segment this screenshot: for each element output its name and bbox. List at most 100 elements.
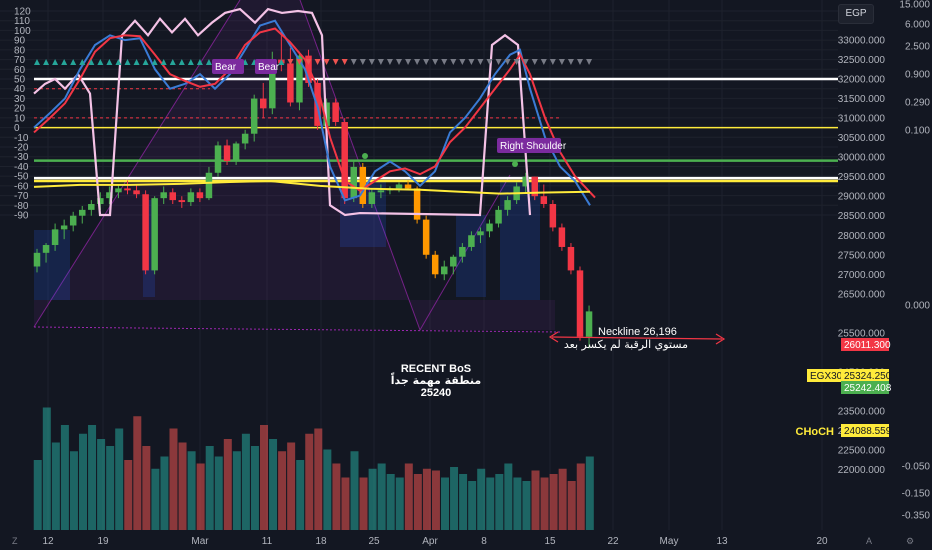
left-axis-tick: -70 — [14, 191, 29, 202]
trend-line — [33, 180, 591, 195]
settings-icon[interactable]: ⚙ — [906, 536, 915, 546]
price-axis-tick: 29000.000 — [838, 192, 886, 203]
candle-body — [368, 192, 376, 205]
x-axis-tick: 19 — [97, 536, 109, 547]
candle-body — [187, 192, 195, 203]
volume-bar — [513, 477, 522, 530]
bos-title: RECENT BoS — [401, 363, 471, 375]
signal-triangle — [432, 59, 439, 65]
left-axis-tick: 80 — [14, 45, 26, 56]
volume-bars — [33, 407, 594, 530]
left-axis-tick: -80 — [14, 201, 29, 212]
signal-triangle — [486, 59, 493, 65]
osc-axis-tick: 0.100 — [905, 126, 930, 137]
signal-triangle — [495, 59, 502, 65]
signal-triangle — [196, 59, 203, 65]
candle-body — [60, 225, 68, 230]
signal-dot — [512, 161, 518, 167]
signal-triangle — [178, 59, 185, 65]
price-tag-box — [841, 338, 889, 351]
volume-bar — [69, 451, 78, 530]
a-icon[interactable]: A — [866, 536, 873, 546]
volume-bar — [422, 468, 431, 530]
volume-bar — [269, 439, 278, 530]
candle-body — [214, 145, 222, 173]
volume-bar — [60, 425, 69, 530]
signal-triangle — [124, 59, 131, 65]
osc-axis-tick: -0.350 — [902, 511, 931, 522]
signal-triangle — [88, 59, 95, 65]
candle-body — [160, 192, 167, 199]
signal-triangle — [468, 59, 475, 65]
volume-bar — [359, 477, 368, 530]
signal-triangle — [396, 59, 402, 65]
volume-bar — [260, 425, 268, 530]
x-axis-tick: 22 — [607, 536, 619, 547]
price-axis-tick: 32500.000 — [838, 55, 886, 66]
bos-arabic-label: منطقة مهمة جداً — [391, 372, 481, 387]
left-axis-tick: 10 — [14, 113, 26, 124]
candle-body — [395, 184, 403, 189]
x-axis-tick: 15 — [544, 536, 556, 547]
volume-bar — [431, 470, 440, 530]
candle-body — [88, 204, 95, 210]
signal-triangle — [359, 59, 366, 65]
signal-triangle — [558, 59, 565, 65]
symbol-tag-box — [807, 369, 841, 382]
neckline-arrow-left — [548, 331, 559, 343]
signal-triangle — [314, 59, 321, 65]
x-axis-tick: 20 — [816, 536, 828, 547]
price-tag-value: 25324.250 — [844, 371, 892, 382]
volume-bar — [151, 468, 160, 530]
osc-axis-tick: 6.000 — [905, 20, 930, 31]
x-axis-tick: Apr — [422, 536, 438, 547]
indicator-lines — [33, 7, 596, 217]
signal-triangle — [115, 59, 122, 65]
price-tag-box — [841, 381, 889, 394]
bear-label-box-2 — [255, 59, 277, 74]
signal-triangle — [296, 59, 303, 65]
price-axis-tick: 22500.000 — [838, 446, 886, 457]
volume-bar — [314, 428, 323, 530]
volume-bar — [88, 425, 97, 530]
candle-body — [359, 166, 367, 205]
volume-bar — [459, 474, 468, 530]
volume-bar — [97, 439, 106, 530]
candle-body — [232, 143, 240, 162]
left-axis-tick: -90 — [14, 211, 29, 222]
signal-triangle — [386, 59, 393, 65]
volume-bar — [133, 416, 142, 530]
volume-bar — [241, 433, 250, 530]
volume-bar — [531, 470, 540, 530]
candle-body — [79, 209, 86, 216]
candle-body — [522, 176, 529, 187]
x-axis-tick: 8 — [481, 536, 487, 547]
z-icon[interactable]: Z — [12, 536, 18, 546]
candle-body — [241, 133, 249, 144]
signal-triangle — [133, 59, 140, 65]
price-axis-tick: 33000.000 — [838, 36, 886, 47]
volume-bar — [169, 428, 178, 530]
volume-bar — [585, 456, 594, 530]
price-tag-box — [841, 369, 889, 382]
signal-triangle — [567, 59, 574, 65]
currency-button[interactable]: EGP — [838, 4, 874, 24]
neckline-label: Neckline 26,196 — [598, 326, 677, 338]
x-axis-tick: 11 — [262, 536, 273, 547]
left-axis-tick: -10 — [14, 133, 29, 144]
price-tag-value: 25242.408 — [844, 383, 892, 394]
volume-bar — [350, 451, 359, 530]
volume-bar — [205, 446, 214, 530]
x-axis-tick: May — [660, 536, 679, 547]
signal-triangle — [522, 59, 529, 65]
volume-bar — [477, 468, 486, 530]
signal-triangle — [287, 59, 294, 65]
signal-triangle — [368, 59, 375, 65]
volume-bar — [214, 456, 223, 530]
candle-body — [413, 188, 421, 220]
candle-body — [504, 200, 511, 210]
candle-body — [540, 196, 548, 205]
neckline-arrow-line — [551, 336, 723, 340]
volume-bar — [395, 477, 404, 530]
